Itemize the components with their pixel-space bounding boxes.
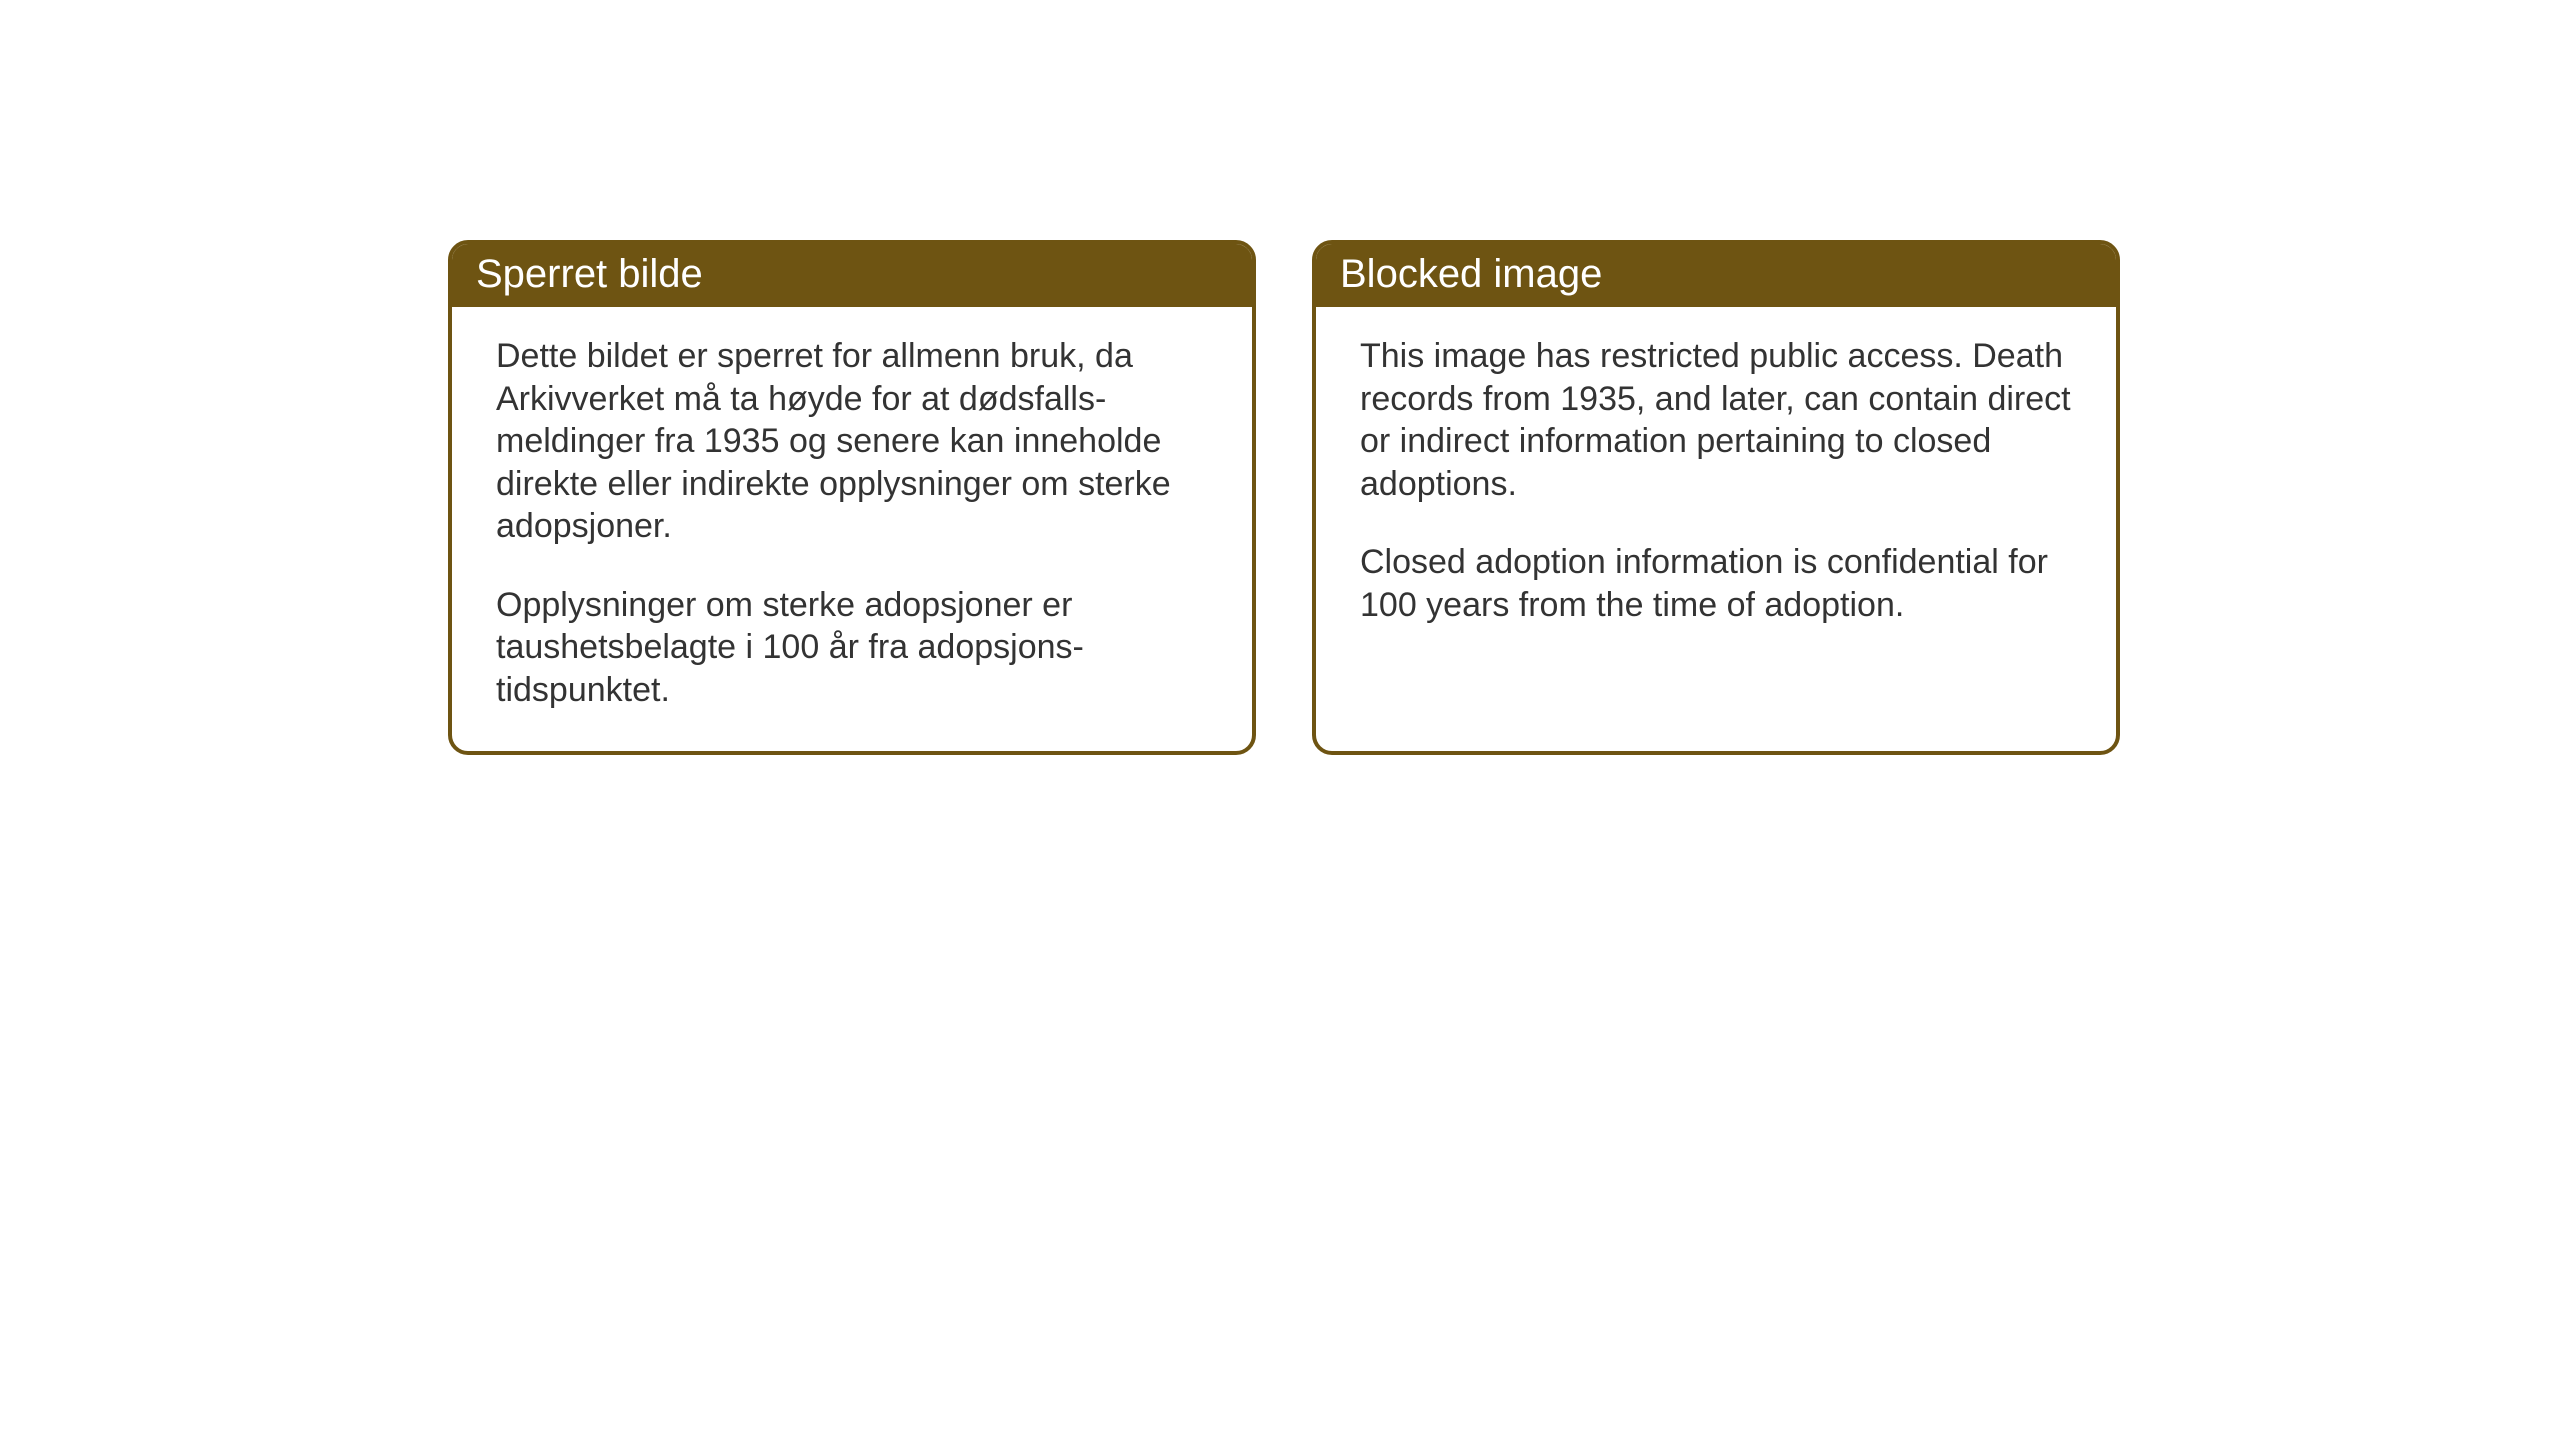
card-body-norwegian: Dette bildet er sperret for allmenn bruk… xyxy=(452,307,1252,751)
info-card-norwegian: Sperret bilde Dette bildet er sperret fo… xyxy=(448,240,1256,755)
card-paragraph: Closed adoption information is confident… xyxy=(1360,541,2076,626)
card-paragraph: Dette bildet er sperret for allmenn bruk… xyxy=(496,335,1212,548)
card-header-english: Blocked image xyxy=(1316,244,2116,307)
card-header-norwegian: Sperret bilde xyxy=(452,244,1252,307)
info-cards-container: Sperret bilde Dette bildet er sperret fo… xyxy=(0,0,2560,755)
card-paragraph: This image has restricted public access.… xyxy=(1360,335,2076,505)
card-body-english: This image has restricted public access.… xyxy=(1316,307,2116,666)
card-paragraph: Opplysninger om sterke adopsjoner er tau… xyxy=(496,584,1212,712)
info-card-english: Blocked image This image has restricted … xyxy=(1312,240,2120,755)
